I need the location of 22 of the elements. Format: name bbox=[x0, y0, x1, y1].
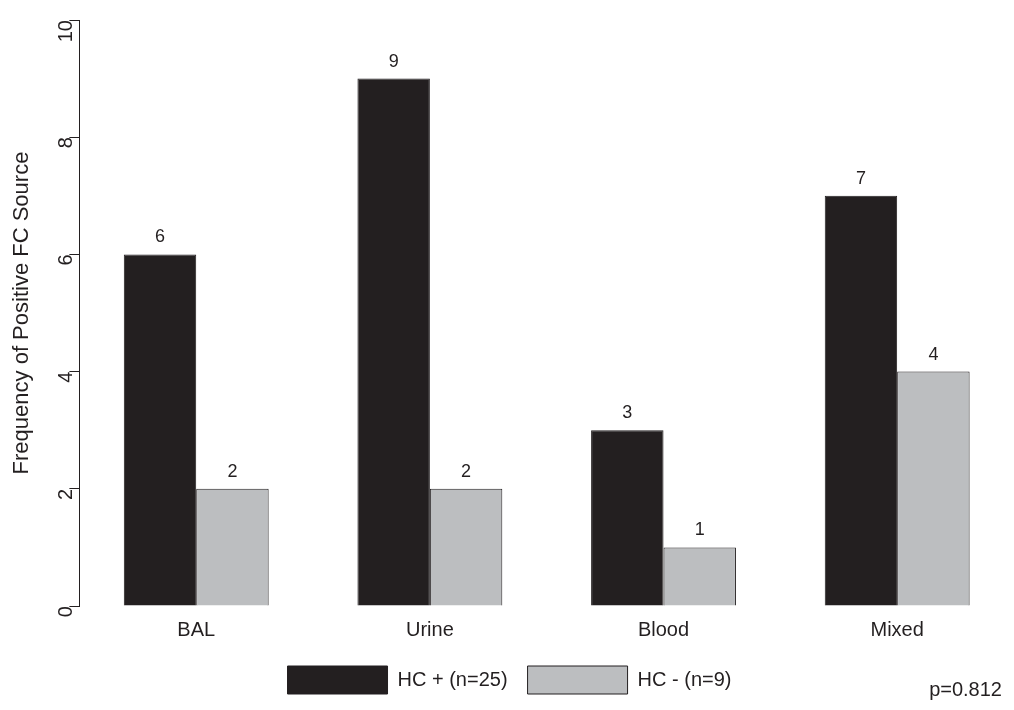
x-tick-label: Urine bbox=[405, 617, 454, 640]
data-label: 2 bbox=[227, 460, 238, 481]
data-label: 2 bbox=[461, 460, 472, 481]
y-tick-label: 6 bbox=[53, 254, 76, 266]
data-label: 1 bbox=[694, 519, 705, 540]
y-axis-title: Frequency of Positive FC Source bbox=[8, 151, 34, 475]
data-label: 4 bbox=[928, 343, 939, 364]
data-label: 7 bbox=[855, 167, 866, 188]
y-tick-label: 4 bbox=[53, 371, 76, 383]
y-tick-label: 2 bbox=[53, 488, 76, 500]
y-tick-label: 8 bbox=[53, 137, 76, 149]
x-tick-label: Mixed bbox=[870, 617, 924, 640]
legend-label: HC + (n=25) bbox=[397, 667, 508, 690]
x-tick-label: BAL bbox=[177, 617, 216, 640]
data-label: 9 bbox=[388, 50, 399, 71]
x-tick-label: Blood bbox=[637, 617, 690, 640]
data-label: 6 bbox=[155, 226, 166, 247]
legend-label: HC - (n=9) bbox=[637, 667, 732, 690]
y-tick-label: 10 bbox=[53, 20, 76, 43]
y-tick-label: 0 bbox=[53, 606, 76, 618]
data-label: 3 bbox=[622, 402, 633, 423]
text: p=0.812 bbox=[929, 677, 1002, 700]
